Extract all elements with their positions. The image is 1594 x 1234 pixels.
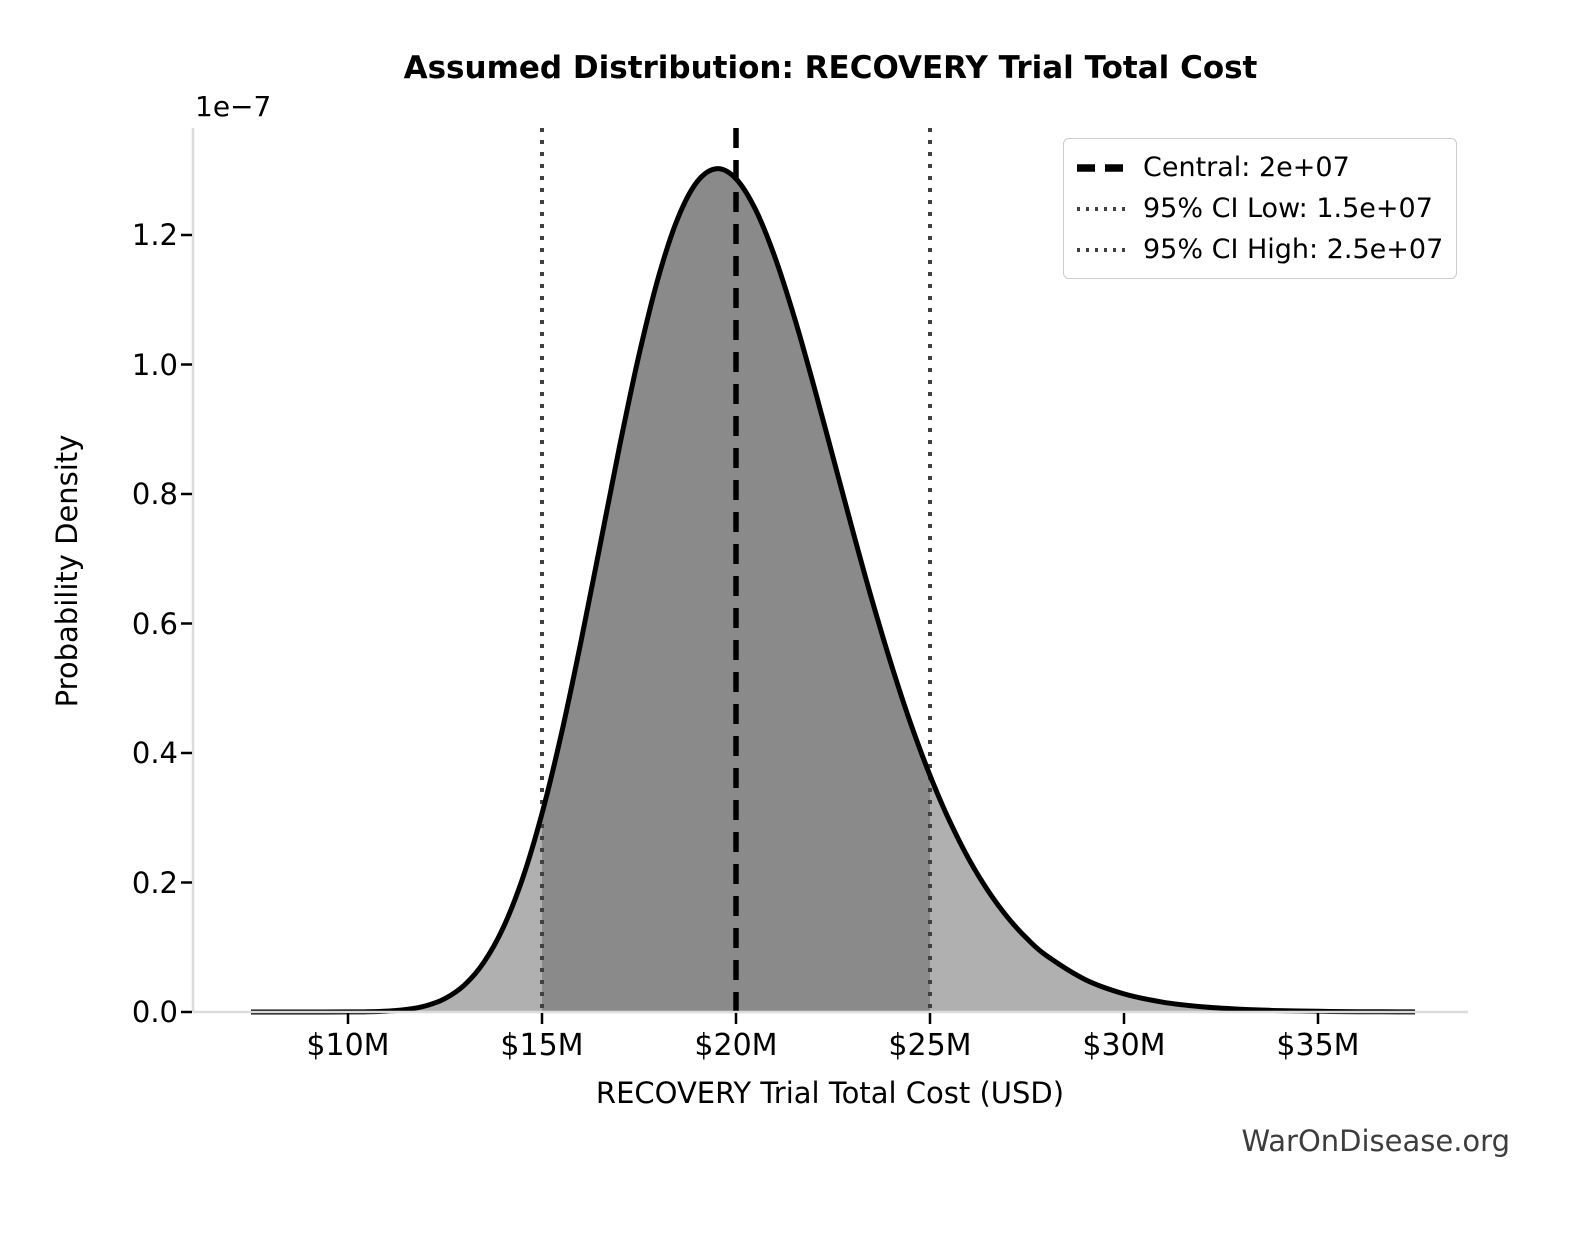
legend: Central: 2e+07 95% CI Low: 1.5e+07 95% C… — [1063, 138, 1457, 279]
y-tick-label: 0.2 — [131, 866, 178, 900]
legend-label: 95% CI Low: 1.5e+07 — [1143, 193, 1433, 224]
density-curve — [251, 166, 1416, 1015]
legend-label: Central: 2e+07 — [1143, 152, 1350, 183]
y-tick-label: 1.0 — [131, 348, 178, 382]
y-tick-label: 0.0 — [131, 995, 178, 1029]
chart-title: Assumed Distribution: RECOVERY Trial Tot… — [403, 50, 1258, 86]
dashed-line-icon — [1077, 163, 1127, 172]
y-tick-label: 1.2 — [131, 218, 178, 252]
x-axis-title: RECOVERY Trial Total Cost (USD) — [595, 1076, 1065, 1110]
x-tick-label: $15M — [500, 1028, 584, 1063]
x-tick-label: $25M — [888, 1028, 972, 1063]
y-axis-title: Probability Density — [50, 434, 84, 708]
dotted-line-icon — [1077, 247, 1127, 252]
x-tick-label: $35M — [1276, 1028, 1360, 1063]
y-axis-offset-label: 1e−7 — [195, 90, 272, 123]
x-tick-label: $30M — [1082, 1028, 1166, 1063]
legend-label: 95% CI High: 2.5e+07 — [1143, 234, 1444, 265]
x-tick-label: $20M — [694, 1028, 778, 1063]
legend-item-ci-high: 95% CI High: 2.5e+07 — [1076, 231, 1444, 268]
y-tick-label: 0.4 — [131, 736, 178, 770]
dotted-line-icon — [1077, 206, 1127, 211]
y-tick-label: 0.6 — [131, 607, 178, 641]
x-tick-label: $10M — [306, 1028, 390, 1063]
y-tick-label: 0.8 — [131, 477, 178, 511]
watermark-text: WarOnDisease.org — [1241, 1124, 1510, 1158]
legend-item-central: Central: 2e+07 — [1076, 149, 1442, 186]
y-tick-marks — [181, 233, 192, 1014]
x-tick-marks — [346, 1013, 1320, 1024]
legend-item-ci-low: 95% CI Low: 1.5e+07 — [1076, 190, 1442, 227]
